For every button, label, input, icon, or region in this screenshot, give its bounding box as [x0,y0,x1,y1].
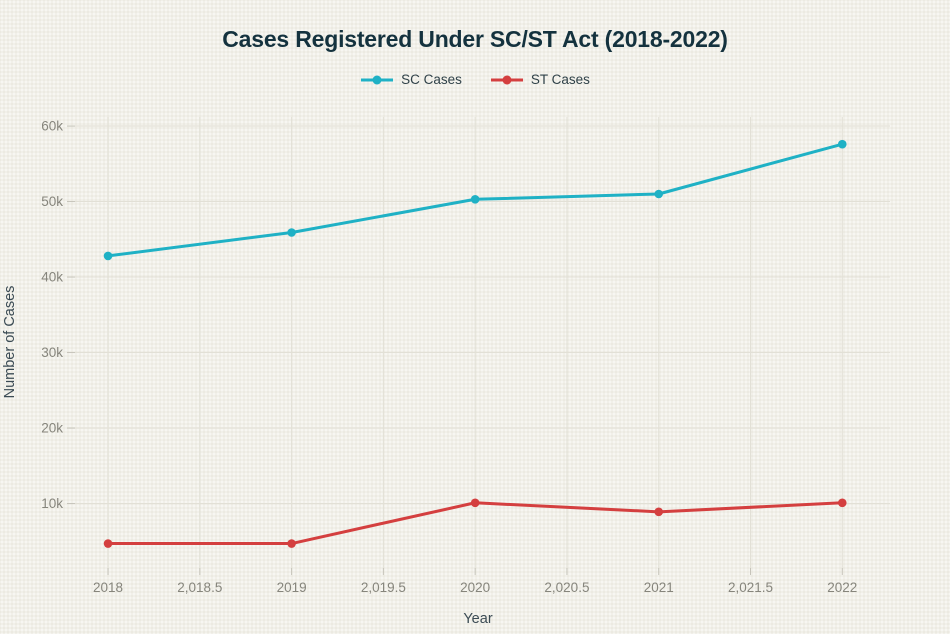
data-point-sc-cases-2018 [103,251,113,261]
x-tick-label: 2018 [93,580,123,595]
legend-item-st-cases[interactable]: ST Cases [490,72,590,87]
y-tick-label: 50k [41,194,63,209]
y-axis-tick-labels: 10k 20k 30k 40k 50k 60k [41,119,63,511]
legend-item-sc-cases[interactable]: SC Cases [360,72,462,87]
x-axis-title: Year [463,611,492,627]
data-point-st-cases-2020 [470,498,480,508]
x-tick-label: 2019 [277,580,307,595]
horizontal-gridlines [67,125,890,505]
legend-label: ST Cases [530,72,590,87]
data-point-sc-cases-2020 [470,194,480,204]
x-tick-label: 2,019.5 [361,580,406,595]
x-tick-label: 2021 [644,580,674,595]
legend-marker-icon [361,75,394,84]
vertical-gridlines [107,117,843,575]
data-point-st-cases-2021 [654,507,664,517]
chart-title: Cases Registered Under SC/ST Act (2018-2… [222,26,728,52]
x-tick-label: 2020 [460,580,490,595]
data-point-sc-cases-2021 [654,189,664,199]
y-tick-label: 10k [41,496,63,511]
data-point-sc-cases-2019 [287,228,296,237]
y-tick-label: 40k [41,270,63,285]
legend-label: SC Cases [401,72,462,87]
data-point-st-cases-2022 [837,498,847,508]
data-point-sc-cases-2022 [837,139,847,149]
x-tick-label: 2,020.5 [544,580,589,595]
x-tick-label: 2,018.5 [177,580,222,595]
y-axis-title: Number of Cases [2,286,18,399]
data-series [103,139,847,548]
legend-marker-icon [490,75,523,84]
data-point-st-cases-2018 [103,539,113,548]
y-tick-label: 30k [41,345,63,360]
y-tick-label: 60k [41,119,63,134]
x-axis-tick-labels: 2018 2,018.5 2019 2,019.5 2020 2,020.5 2021 2,0… [93,580,857,595]
y-tick-label: 20k [41,421,63,436]
x-tick-label: 2022 [827,580,857,595]
x-tick-label: 2,021.5 [728,580,773,595]
legend: SC Cases ST Cases [0,72,950,87]
data-point-st-cases-2019 [287,539,296,548]
